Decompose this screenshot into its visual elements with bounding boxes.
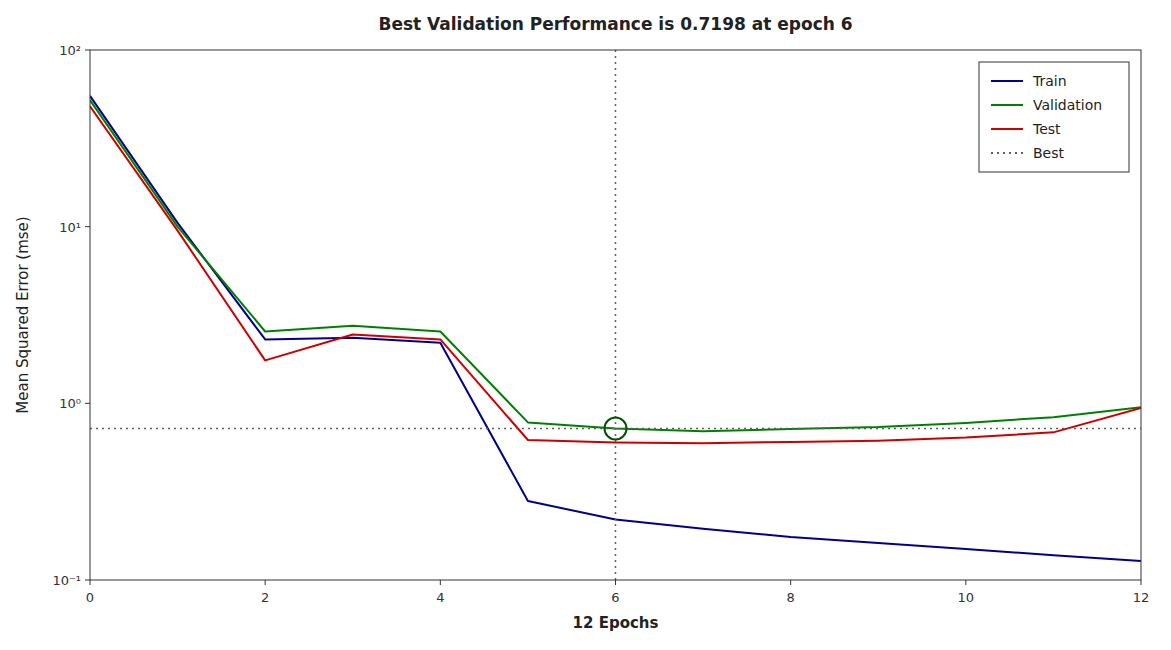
tick [265,580,266,585]
tick [440,580,441,585]
legend-swatch [991,80,1023,82]
tick-label: 12 [1133,590,1150,605]
tick [85,50,90,51]
tick [615,580,616,585]
legend-label: Validation [1033,97,1102,113]
legend-label: Train [1032,73,1067,89]
data [90,50,1141,580]
tick-label: 2 [261,590,269,605]
legend-swatch [991,104,1023,106]
plot-frame [90,50,1141,580]
tick [965,580,966,585]
best-marker [605,418,627,440]
legend-box [979,62,1129,172]
legend-label: Best [1033,145,1065,161]
tick-label: 4 [436,590,444,605]
chart: 0 2 4 6 8 10 12 10⁻¹ 10⁰ 10¹ 10² Best Validation Pe… [0,0,1171,650]
tick-label: 10⁻¹ [52,573,81,588]
tick-label: 10¹ [59,220,81,235]
tick-label: 6 [611,590,619,605]
tick [1141,580,1142,585]
legend-swatch [991,152,1023,154]
tick-label: 10 [958,590,975,605]
legend-swatch [991,128,1023,130]
axes: 0 2 4 6 8 10 12 10⁻¹ 10⁰ 10¹ 10² [52,43,1149,605]
tick-label: 8 [787,590,795,605]
tick-label: 10⁰ [59,396,81,411]
legend-label: Test [1032,121,1061,137]
tick [85,580,90,581]
tick [85,403,90,404]
tick-label: 0 [86,590,94,605]
title: Best Validation Performance is 0.7198 at… [378,14,852,34]
legend: Train Validation Test Best [979,62,1129,172]
x-axis-label: 12 Epochs [573,614,659,632]
tick [85,226,90,227]
tick [790,580,791,585]
reference-vline [615,50,617,580]
y-axis-label: Mean Squared Error (mse) [14,216,32,413]
tick [90,580,91,585]
tick-label: 10² [59,43,81,58]
plot-area [90,50,1141,580]
